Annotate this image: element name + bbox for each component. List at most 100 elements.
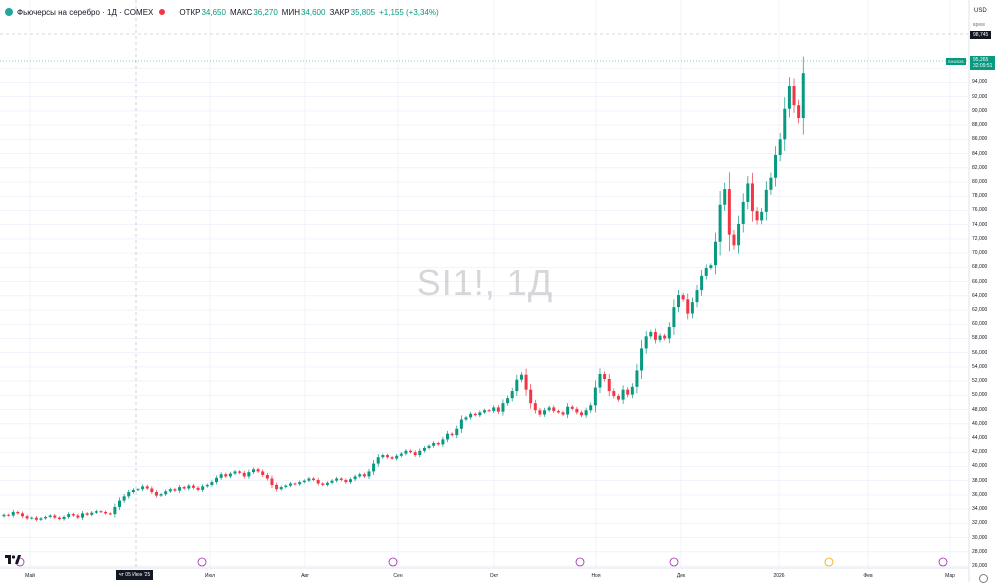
candle-down	[224, 474, 228, 477]
candle-up	[635, 370, 639, 387]
legend-title[interactable]: Фьючерсы на серебро · 1Д · COMEX	[17, 7, 154, 17]
candle-up	[358, 474, 362, 477]
low-label: МИН	[281, 7, 300, 17]
countdown-value: 32:09:51	[973, 63, 993, 69]
candle-down	[85, 513, 89, 515]
axis-mode-label[interactable]: врем	[973, 22, 985, 28]
currency-selector[interactable]: USD	[974, 8, 987, 14]
candle-up	[127, 492, 131, 497]
candle-up	[432, 442, 436, 446]
candle-up	[593, 387, 597, 406]
candle-up	[62, 516, 66, 520]
candle-up	[178, 487, 182, 491]
price-tick-label: 66,000	[972, 278, 988, 285]
candle-up	[113, 506, 117, 515]
candle-up	[427, 445, 431, 448]
candle-up	[640, 348, 644, 371]
candle-up	[718, 204, 722, 242]
candle-up	[39, 518, 43, 520]
candle-up	[210, 482, 214, 485]
candle-up	[219, 474, 223, 478]
candle-down	[496, 407, 500, 412]
candle-down	[150, 488, 154, 493]
price-tick-label: 60,000	[972, 321, 988, 328]
candle-down	[409, 450, 413, 453]
candle-down	[533, 403, 537, 411]
candle-down	[316, 479, 320, 484]
candle-down	[487, 410, 491, 412]
time-tick-label: Авг	[301, 573, 309, 579]
candle-up	[330, 480, 334, 483]
market-status-icon[interactable]	[159, 9, 166, 15]
price-tick-label: 64,000	[972, 292, 988, 299]
price-tick-label: 78,000	[972, 193, 988, 200]
candle-down	[755, 211, 759, 221]
time-tick-label: Окт	[489, 573, 499, 579]
candle-up	[501, 403, 505, 412]
candle-up	[247, 472, 251, 477]
crosshair-price-label: 98,745	[970, 31, 992, 39]
candle-down	[57, 517, 61, 520]
price-tick-label: 52,000	[972, 378, 988, 385]
candle-up	[672, 307, 676, 328]
candle-up	[649, 332, 653, 337]
candle-down	[538, 410, 542, 415]
symbol-icon[interactable]	[5, 8, 13, 16]
candle-up	[381, 455, 385, 458]
candle-up	[566, 406, 570, 415]
event-marker-icon	[938, 557, 948, 567]
event-marker-icon	[197, 557, 207, 567]
candle-down	[256, 469, 260, 472]
candle-up	[746, 183, 750, 202]
candle-up	[118, 500, 121, 507]
candle-up	[164, 491, 168, 495]
price-tick-label: 72,000	[972, 235, 988, 242]
candle-up	[459, 419, 463, 429]
candle-down	[607, 378, 611, 392]
candle-down	[616, 396, 620, 400]
candle-up	[704, 268, 708, 276]
candle-down	[71, 514, 75, 516]
chart-grid	[0, 0, 968, 568]
candle-down	[99, 511, 103, 513]
candle-up	[589, 405, 593, 411]
candle-up	[741, 201, 745, 224]
price-tick-label: 74,000	[972, 221, 988, 228]
candle-down	[270, 478, 274, 485]
candle-down	[570, 406, 574, 409]
time-tick-label: Май	[25, 573, 35, 579]
candle-down	[261, 471, 265, 475]
candle-up	[205, 484, 209, 487]
price-tick-label: 32,000	[972, 520, 988, 527]
candle-up	[90, 512, 94, 515]
candle-down	[173, 489, 177, 491]
candle-up	[695, 290, 699, 303]
candle-down	[76, 515, 80, 518]
candle-down	[154, 492, 158, 496]
candle-up	[376, 457, 380, 464]
price-tick-label: 68,000	[972, 264, 988, 271]
candle-down	[450, 433, 454, 436]
candle-up	[215, 477, 219, 483]
candle-up	[783, 108, 787, 140]
candle-down	[265, 474, 269, 479]
candle-down	[242, 472, 246, 477]
candle-down	[293, 483, 297, 485]
price-tick-label: 36,000	[972, 491, 988, 498]
candle-up	[774, 154, 778, 178]
candle-down	[552, 407, 556, 411]
candle-up	[251, 469, 255, 473]
price-tick-label: 90,000	[972, 107, 988, 114]
tradingview-logo-icon[interactable]	[5, 555, 21, 565]
candle-up	[677, 295, 681, 308]
candle-up	[700, 275, 704, 291]
candle-down	[20, 513, 24, 517]
candle-up	[469, 413, 473, 418]
close-label: ЗАКР	[329, 7, 350, 17]
candle-up	[94, 511, 98, 513]
chart-legend: Фьючерсы на серебро · 1Д · COMEX ОТКР 34,…	[3, 5, 439, 19]
candle-up	[787, 86, 791, 109]
candle-up	[404, 450, 408, 454]
candle-down	[339, 478, 343, 480]
